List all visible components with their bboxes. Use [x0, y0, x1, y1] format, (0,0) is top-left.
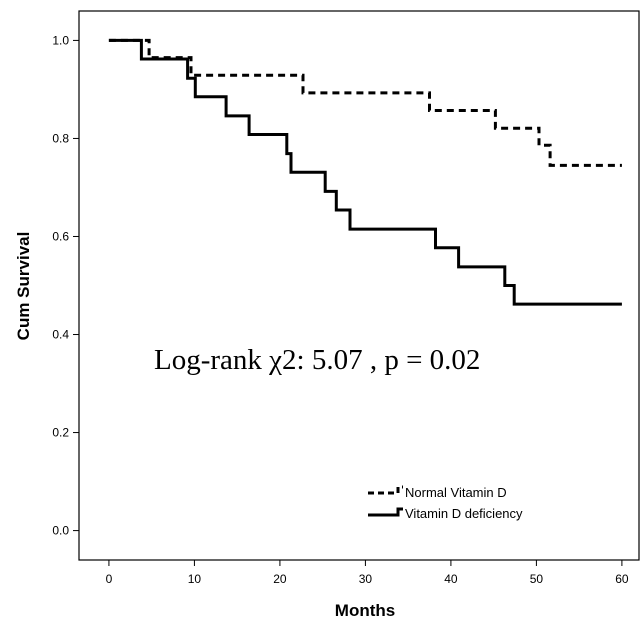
x-tick-label: 20 — [273, 572, 287, 586]
y-axis: 0.0 0.2 0.4 0.6 0.8 1.0 — [52, 33, 79, 538]
series-line-vitamin-d-deficiency — [108, 38, 622, 306]
x-tick-label: 10 — [188, 572, 202, 586]
legend-swatch-vitamin-d-deficiency — [368, 507, 403, 517]
series-layer — [108, 38, 622, 306]
x-tick-label: 60 — [615, 572, 629, 586]
y-axis-title: Cum Survival — [14, 232, 33, 341]
y-tick-label: 0.0 — [52, 524, 69, 538]
log-rank-annotation: Log-rank χ2: 5.07 , p = 0.02 — [154, 344, 480, 376]
x-tick-label: 30 — [359, 572, 373, 586]
y-tick-label: 0.6 — [52, 229, 69, 243]
plot-frame — [78, 10, 640, 561]
x-tick-label: 50 — [530, 572, 544, 586]
y-tick-label: 0.8 — [52, 131, 69, 145]
x-tick-label: 40 — [444, 572, 458, 586]
legend-swatch-normal-vitamin-d — [368, 485, 403, 495]
y-tick-label: 0.4 — [52, 328, 69, 342]
legend-label-normal-vitamin-d: Normal Vitamin D — [405, 485, 507, 500]
legend: Normal Vitamin D Vitamin D deficiency — [368, 485, 523, 521]
y-tick-label: 0.2 — [52, 426, 69, 440]
x-axis: 0 10 20 30 40 50 60 — [106, 560, 629, 586]
legend-label-vitamin-d-deficiency: Vitamin D deficiency — [405, 506, 523, 521]
y-tick-label: 1.0 — [52, 33, 69, 47]
x-axis-title: Months — [335, 601, 395, 620]
x-tick-label: 0 — [106, 572, 113, 586]
